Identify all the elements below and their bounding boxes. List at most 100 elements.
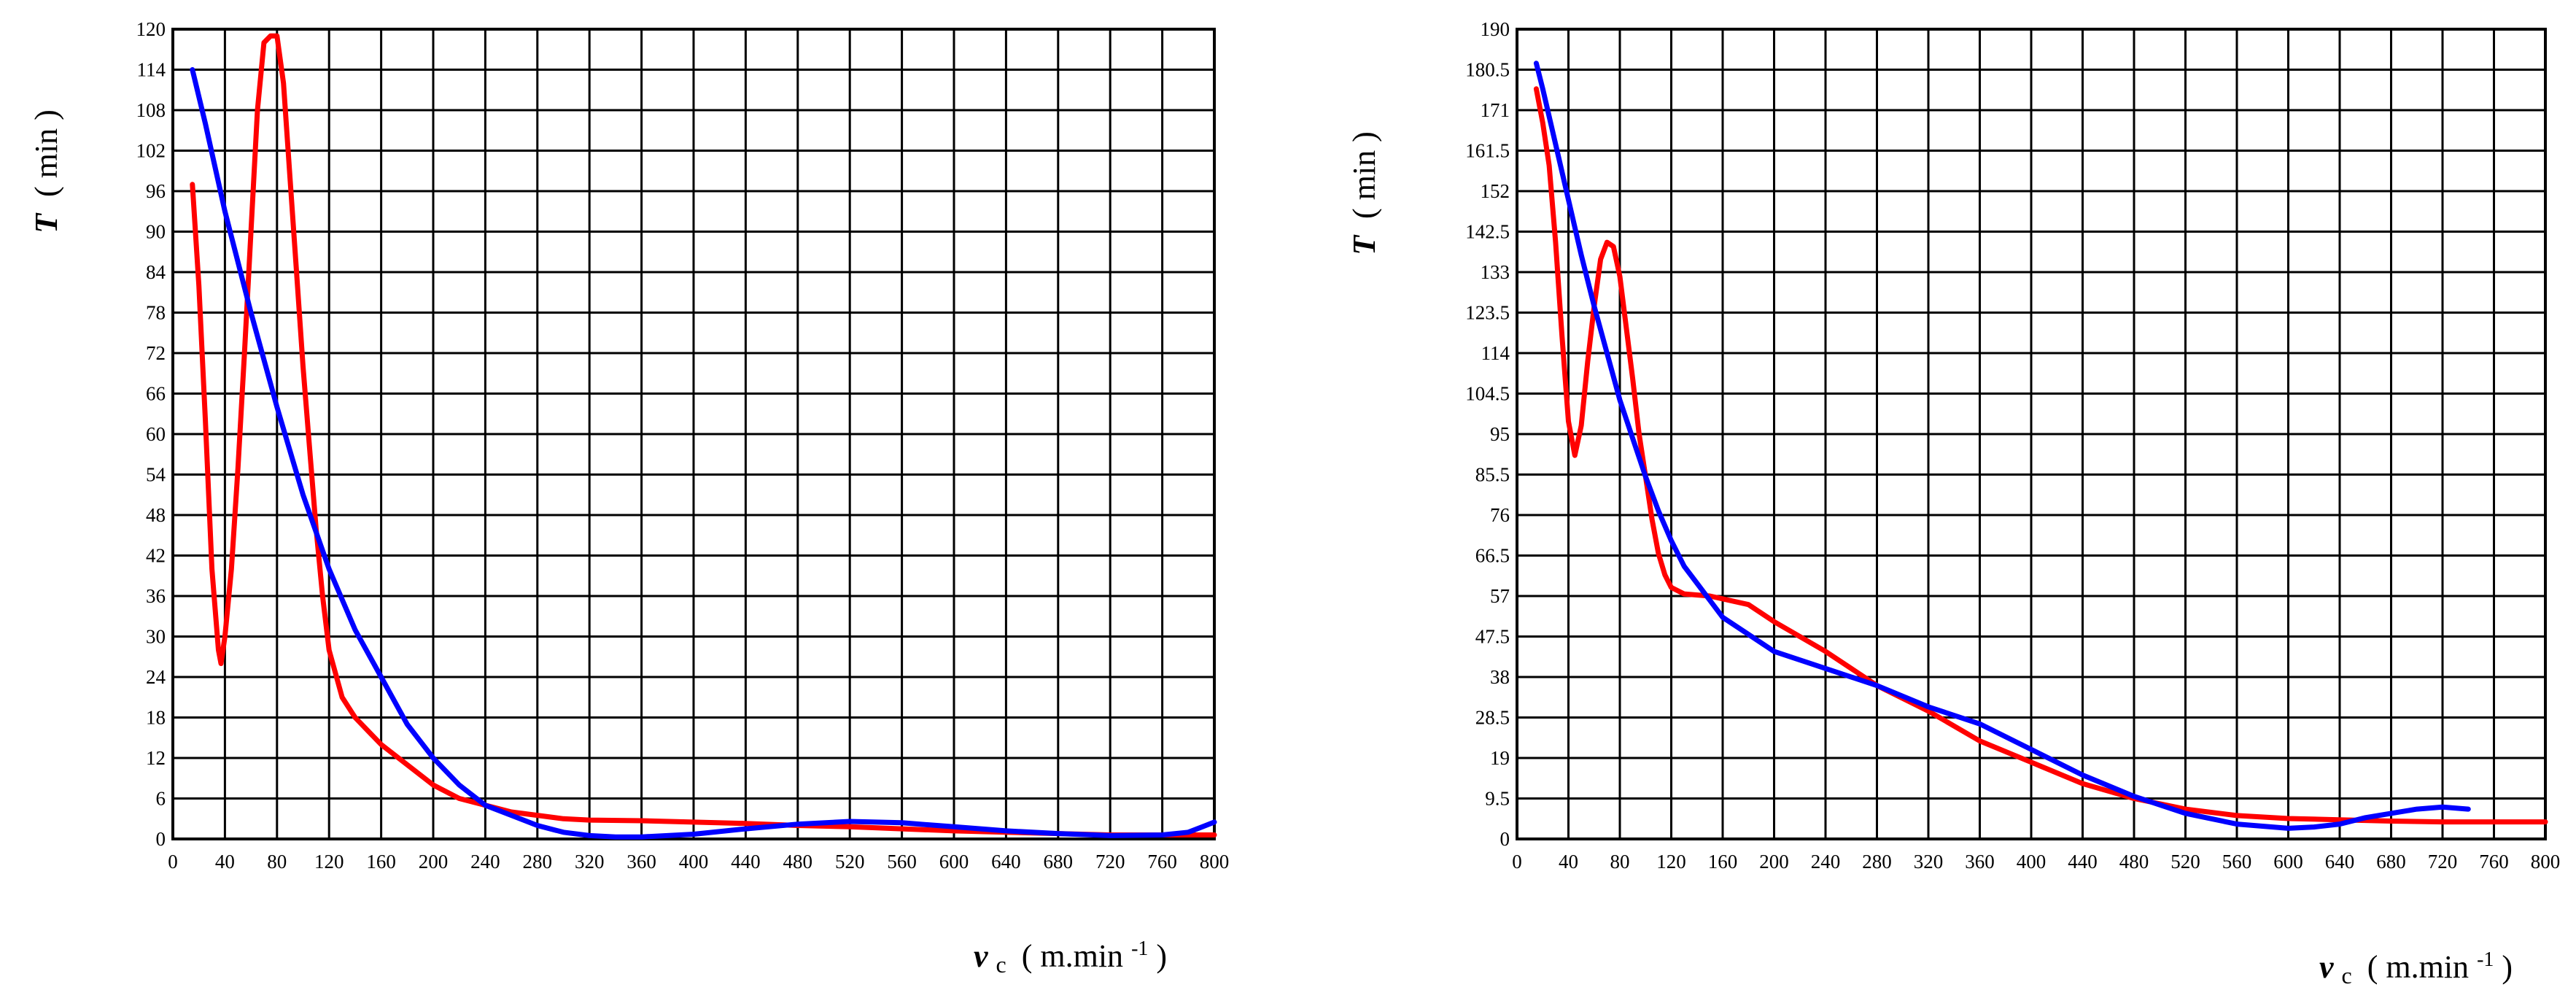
x-tick-label: 40 [215,851,235,873]
y-tick-label: 90 [146,221,166,243]
x-axis-sub: c [2342,962,2352,989]
y-tick-label: 66.5 [1475,545,1510,567]
y-tick-label: 47.5 [1475,626,1510,648]
y-tick-label: 76 [1490,504,1510,526]
x-tick-label: 200 [419,851,449,873]
x-tick-label: 520 [835,851,865,873]
x-tick-label: 400 [2017,851,2047,873]
y-tick-label: 36 [146,585,166,607]
series-line-measured [190,33,1217,838]
plot-frame [1516,28,2547,840]
x-tick-label: 760 [2479,851,2509,873]
plot-frame [171,28,1216,840]
x-axis-close: ) [2502,949,2513,985]
x-tick-label: 240 [470,851,500,873]
y-axis-var: T [28,212,64,233]
y-tick-label: 142.5 [1465,221,1510,243]
x-tick-label: 0 [1512,851,1522,873]
y-tick-label: 108 [136,99,166,121]
series-line-model [190,67,1217,840]
y-tick-label: 42 [146,545,166,567]
x-tick-label: 360 [626,851,656,873]
x-tick-label: 80 [267,851,287,873]
y-tick-label: 24 [146,666,166,688]
x-tick-label: 400 [679,851,709,873]
x-tick-label: 440 [731,851,761,873]
y-tick-label: 48 [146,504,166,526]
y-tick-label: 104.5 [1465,383,1510,405]
y-tick-label: 60 [146,423,166,445]
x-axis-var: v [974,938,988,974]
x-axis-sup: -1 [1131,937,1148,960]
y-tick-label: 57 [1490,585,1510,607]
x-tick-label: 0 [168,851,178,873]
x-tick-label: 640 [991,851,1021,873]
y-tick-label: 19 [1490,747,1510,769]
x-tick-label: 160 [1708,851,1738,873]
x-tick-label: 640 [2325,851,2355,873]
x-axis-sub: c [996,951,1006,978]
x-tick-label: 240 [1811,851,1841,873]
x-tick-label: 800 [2531,851,2561,873]
y-tick-label: 85.5 [1475,464,1510,486]
chart-left: 0 6 12 18 24 30 36 42 48 54 60 66 72 78 84 90 96 102 108 11… [28,18,1230,980]
y-tick-label: 180.5 [1465,59,1510,81]
y-tick-label: 30 [146,626,166,648]
x-tick-label: 120 [1656,851,1686,873]
x-axis-unit: ( m.min [1022,938,1123,974]
x-tick-label: 160 [366,851,396,873]
y-tick-label: 190 [1481,18,1510,40]
x-tick-label: 200 [1759,851,1789,873]
x-tick-label: 280 [523,851,553,873]
y-tick-label: 78 [146,302,166,324]
x-axis-var: v [2319,949,2334,985]
x-tick-label: 440 [2068,851,2098,873]
x-tick-label: 800 [1200,851,1230,873]
y-axis-unit: ( min ) [28,109,64,197]
x-tick-label: 40 [1559,851,1578,873]
x-axis-label: v c ( m.min -1 ) [2319,937,2513,991]
x-axis-sup: -1 [2477,948,2494,971]
x-tick-label: 120 [314,851,344,873]
y-tick-label: 171 [1481,99,1510,121]
x-tick-label: 560 [887,851,917,873]
y-tick-label: 0 [1500,828,1510,850]
x-axis-unit: ( m.min [2367,949,2469,985]
y-axis-label: T ( min ) [1346,131,1382,255]
y-tick-label: 9.5 [1485,788,1510,810]
x-tick-label: 520 [2170,851,2200,873]
y-tick-label: 54 [146,464,166,486]
x-axis-label: v c ( m.min -1 ) [974,927,1167,980]
y-tick-label: 95 [1490,423,1510,445]
y-tick-label: 123.5 [1465,302,1510,324]
x-tick-label: 760 [1147,851,1177,873]
chart-right: 0 9.5 19 28.5 38 47.5 57 66.5 76 85.5 95 104.5 114 12… [1346,18,2561,991]
y-tick-label: 84 [146,261,166,283]
y-tick-label: 0 [156,828,166,850]
x-tick-label: 720 [1095,851,1125,873]
y-tick-label: 72 [146,342,166,364]
y-tick-label: 66 [146,383,166,405]
x-tick-label: 600 [2273,851,2303,873]
x-tick-label: 720 [2428,851,2458,873]
series-line-model [1533,61,2471,831]
y-axis-label: T ( min ) [28,109,64,233]
x-tick-label: 320 [1914,851,1944,873]
y-tick-label: 12 [146,747,166,769]
y-tick-label: 152 [1481,180,1510,202]
x-tick-label: 560 [2222,851,2252,873]
x-tick-label: 680 [2376,851,2406,873]
x-tick-label: 680 [1044,851,1074,873]
x-tick-label: 80 [1610,851,1630,873]
x-axis-close: ) [1156,938,1167,974]
series-line-measured [1533,86,2548,825]
y-tick-label: 6 [156,788,166,810]
y-tick-label: 38 [1490,666,1510,688]
y-tick-label: 161.5 [1465,140,1510,162]
y-axis-var: T [1346,234,1382,255]
y-axis-unit: ( min ) [1346,131,1382,219]
x-tick-label: 600 [939,851,969,873]
x-tick-label: 360 [1965,851,1995,873]
x-tick-label: 280 [1862,851,1892,873]
